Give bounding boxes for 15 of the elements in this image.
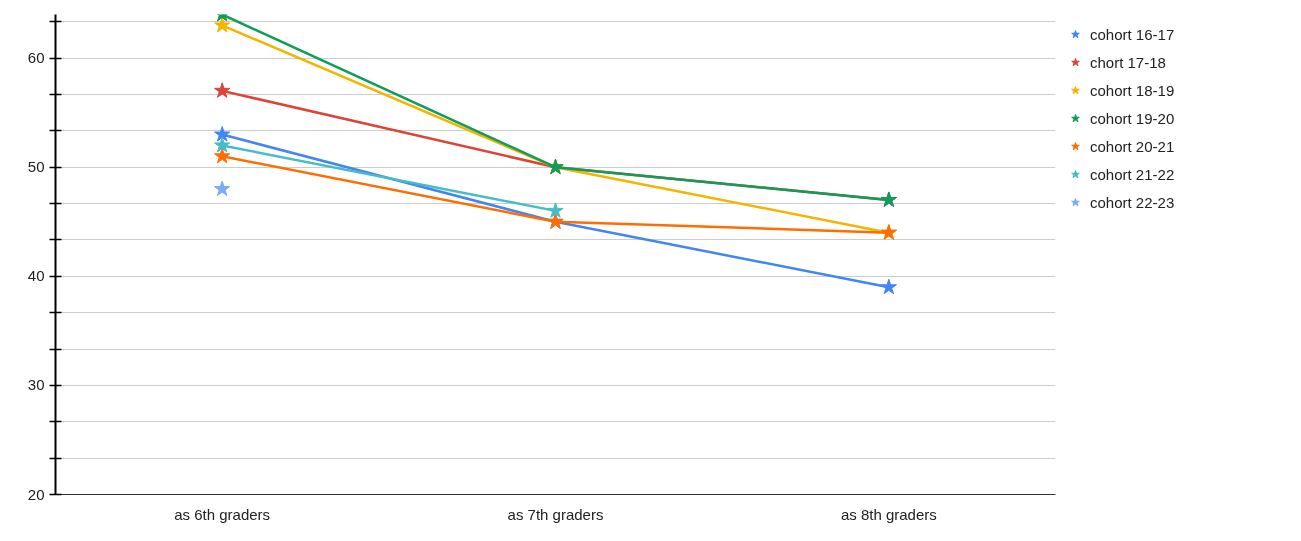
x-tick-label: as 6th graders — [174, 505, 271, 523]
legend-label: cohort 19-20 — [1090, 109, 1175, 127]
y-tick-label: 20 — [27, 485, 45, 503]
x-tick-label: as 8th graders — [840, 505, 937, 523]
legend-label: cohort 18-19 — [1090, 81, 1175, 99]
y-tick-label: 40 — [27, 267, 45, 285]
x-tick-label: as 7th graders — [507, 505, 604, 523]
y-tick-label: 30 — [27, 376, 45, 394]
y-tick-label: 50 — [27, 158, 45, 176]
y-tick-label: 60 — [27, 49, 45, 67]
legend-label: cohort 22-23 — [1090, 193, 1175, 211]
legend-label: cohort 21-22 — [1090, 165, 1175, 183]
legend-label: chort 17-18 — [1090, 53, 1166, 71]
legend-label: cohort 20-21 — [1090, 137, 1175, 155]
legend-label: cohort 16-17 — [1090, 25, 1175, 43]
